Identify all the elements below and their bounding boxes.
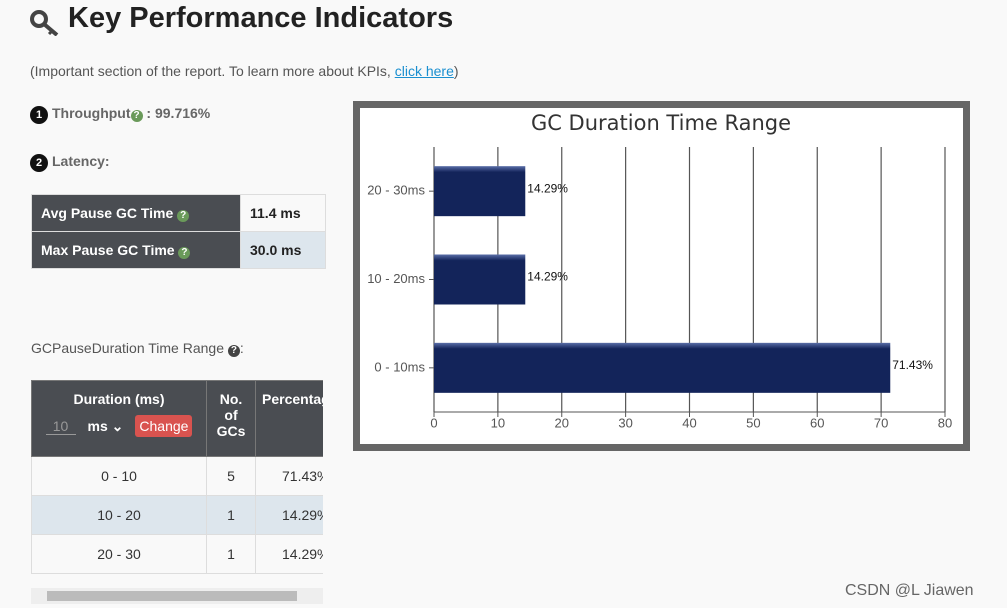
intro-end: ) — [453, 63, 459, 79]
help-icon[interactable]: ? — [130, 110, 143, 122]
value-label: 14.29% — [527, 181, 568, 195]
kpi-link[interactable]: click here — [394, 63, 454, 79]
x-tick-label: 30 — [618, 415, 632, 430]
cell: 1 — [206, 534, 256, 574]
row: Avg Pause GC Time ? 11.4 ms — [31, 194, 326, 232]
x-tick-label: 50 — [746, 415, 760, 430]
cell: Avg Pause GC Time ? — [31, 194, 241, 232]
chart-title: GC Duration Time Range — [531, 111, 791, 135]
range-label: GCPauseDuration Time Range — [31, 340, 224, 356]
watermark: CSDN @L Jiawen — [845, 582, 974, 599]
x-tick-label: 20 — [555, 415, 569, 430]
range-title: GCPauseDuration Time Range ?: — [31, 340, 244, 357]
scrollbar[interactable] — [31, 588, 323, 604]
throughput-value: 99.716% — [154, 105, 211, 121]
x-tick-label: 10 — [491, 415, 505, 430]
cell: 14.29% — [255, 534, 323, 574]
latency: 2 Latency: — [30, 153, 110, 172]
step-number: 2 — [30, 154, 48, 172]
header-cell: Duration (ms) 10 ms ⌄ Change — [31, 380, 207, 457]
cell: 14.29% — [255, 495, 323, 535]
cell: 20 - 30 — [31, 534, 207, 574]
cell: 0 - 10 — [31, 456, 207, 496]
controls: 10 ms ⌄ Change — [38, 415, 200, 437]
throughput: 1 Throughput? : 99.716% — [30, 105, 210, 124]
cell: 10 - 20 — [31, 495, 207, 535]
label: Avg Pause GC Time — [41, 204, 174, 221]
chart: GC Duration Time Range 0 10 20 30 40 50 60 70 80… — [353, 101, 970, 451]
header-row: Duration (ms) 10 ms ⌄ Change No. of GCs … — [31, 380, 323, 457]
help-icon[interactable]: ? — [227, 345, 240, 357]
header-cell: No. of GCs — [206, 380, 256, 457]
header-text: Duration (ms) — [73, 391, 165, 407]
separator: : — [146, 105, 152, 121]
key-icon — [30, 10, 59, 36]
bar — [434, 342, 891, 393]
gc-table: Duration (ms) 10 ms ⌄ Change No. of GCs … — [31, 380, 323, 574]
cell: 1 — [206, 495, 256, 535]
gc-table-wrap: Duration (ms) 10 ms ⌄ Change No. of GCs … — [31, 380, 323, 574]
cell: 71.43% — [255, 456, 323, 496]
row: Max Pause GC Time ? 30.0 ms — [31, 231, 326, 269]
x-tick-label: 0 — [430, 415, 437, 430]
intro-text: (Important section of the report. To lea… — [30, 63, 395, 79]
change-button[interactable]: Change — [135, 415, 193, 437]
x-tick-label: 40 — [682, 415, 696, 430]
cell: 5 — [206, 456, 256, 496]
y-tick-label: 20 - 30ms — [367, 183, 425, 198]
value-label: 14.29% — [527, 270, 568, 284]
cell: 30.0 ms — [240, 231, 326, 269]
latency-table: Avg Pause GC Time ? 11.4 ms Max Pause GC … — [31, 194, 326, 269]
unit-text: ms — [87, 417, 108, 434]
latency-label: Latency: — [52, 153, 110, 169]
x-tick-label: 70 — [874, 415, 888, 430]
unit-select[interactable]: ms ⌄ — [87, 417, 124, 434]
header-cell: Percentage — [255, 380, 323, 457]
y-tick-label: 0 - 10ms — [374, 359, 425, 374]
cell: 11.4 ms — [240, 194, 326, 232]
throughput-label: Throughput — [52, 105, 131, 121]
page-title: Key Performance Indicators — [68, 2, 454, 34]
step-number: 1 — [30, 106, 48, 124]
intro: (Important section of the report. To lea… — [30, 63, 459, 79]
bar — [434, 166, 526, 217]
cell: Max Pause GC Time ? — [31, 231, 241, 269]
y-tick-label: 10 - 20ms — [367, 271, 425, 286]
x-tick-label: 60 — [810, 415, 824, 430]
suffix: : — [239, 340, 244, 356]
x-tick-label: 80 — [938, 415, 952, 430]
label: Max Pause GC Time — [41, 241, 175, 258]
value-label: 71.43% — [892, 358, 933, 372]
unit-input[interactable]: 10 — [45, 418, 76, 435]
bar — [434, 254, 526, 305]
scroll-thumb[interactable] — [47, 591, 297, 601]
help-icon[interactable]: ? — [178, 246, 191, 259]
help-icon[interactable]: ? — [177, 209, 190, 222]
